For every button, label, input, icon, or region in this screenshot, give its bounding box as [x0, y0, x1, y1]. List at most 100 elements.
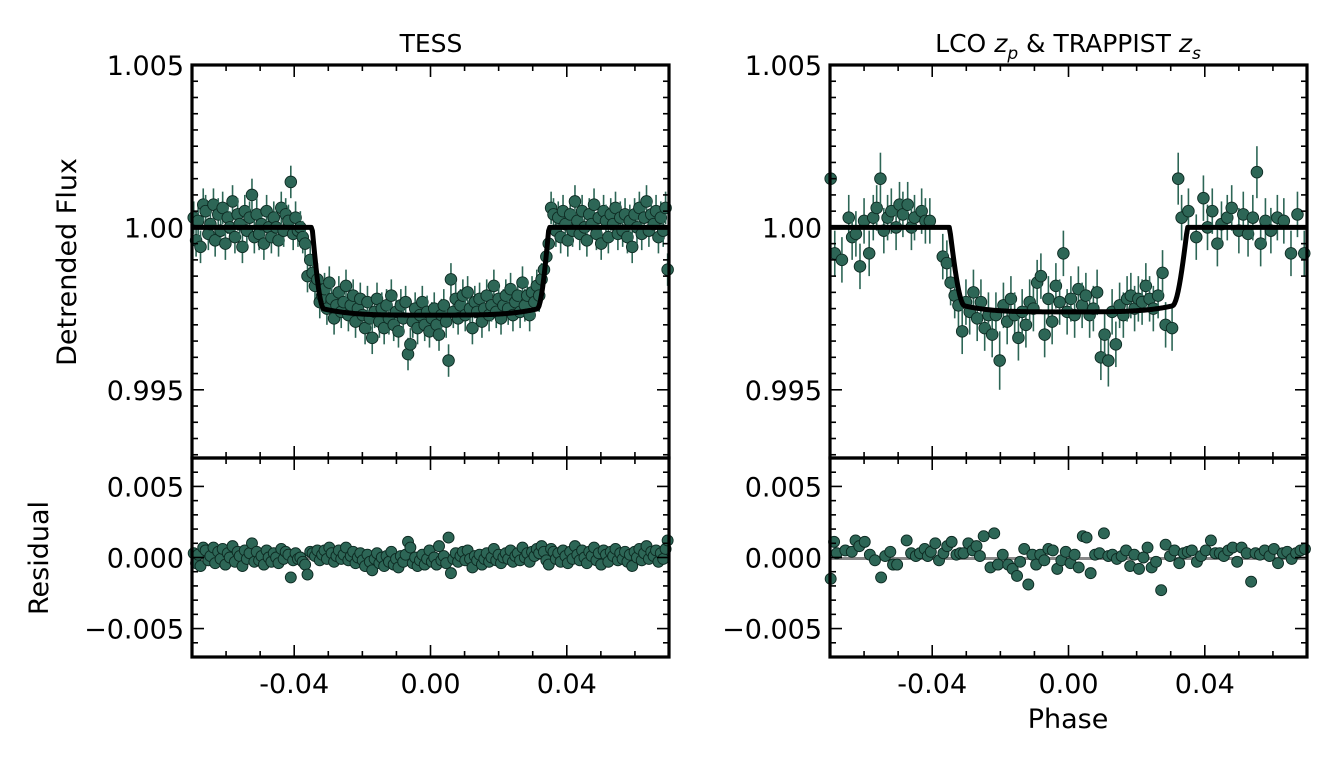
data-point — [835, 253, 849, 267]
flux-axis-label: Detrended Flux — [52, 158, 83, 366]
data-point — [444, 273, 458, 286]
lco-residual-marks — [824, 527, 1311, 597]
data-point — [657, 552, 670, 565]
data-point — [625, 240, 639, 254]
data-point — [1004, 292, 1018, 306]
data-point — [487, 279, 501, 293]
data-point — [1141, 541, 1154, 554]
data-point — [891, 558, 904, 571]
y-tick-label: 1.005 — [107, 51, 184, 82]
x-tick-label: 0.04 — [537, 669, 597, 700]
data-point — [884, 545, 897, 558]
data-point — [929, 537, 942, 550]
y-tick-label: 1.00 — [762, 213, 822, 244]
tess-panel-title: TESS — [399, 29, 463, 58]
residual-axis-label: Residual — [24, 501, 55, 615]
y-tick-label: 0.995 — [745, 376, 822, 407]
data-point — [1034, 269, 1048, 283]
data-point — [1150, 555, 1163, 568]
data-point — [284, 571, 297, 584]
tess-flux-panel: TESS 0.995 1.00 1.005 — [107, 29, 674, 460]
data-point — [432, 328, 446, 341]
data-point — [339, 279, 353, 293]
data-point — [284, 175, 298, 189]
x-tick-label: -0.04 — [259, 669, 329, 700]
data-point — [869, 554, 881, 567]
data-point — [404, 338, 417, 351]
data-point — [1018, 543, 1031, 555]
data-point — [640, 195, 653, 208]
data-point — [996, 548, 1009, 561]
data-point — [1072, 561, 1085, 574]
data-point — [992, 558, 1004, 571]
data-point — [433, 540, 445, 553]
tess-residual-panel: −0.005 0.000 0.005 -0.04 0.00 0.04 — [84, 456, 674, 700]
data-point — [1139, 279, 1153, 293]
data-point — [988, 527, 1001, 540]
y-tick-label: 1.005 — [745, 51, 822, 82]
data-point — [228, 230, 242, 244]
data-point — [404, 541, 417, 554]
data-point — [1246, 211, 1260, 224]
data-point — [1190, 230, 1203, 244]
lco-residual-frame — [828, 456, 1309, 659]
data-point — [1272, 557, 1284, 570]
data-point — [1250, 165, 1264, 179]
data-point — [967, 286, 980, 299]
data-point — [1102, 354, 1115, 367]
data-point — [973, 550, 986, 563]
data-point — [1133, 562, 1145, 575]
data-point — [1156, 266, 1169, 280]
data-point — [993, 354, 1006, 367]
data-point — [1155, 584, 1168, 597]
data-point — [862, 247, 876, 260]
data-point — [945, 535, 958, 548]
y-tick-label: 0.005 — [745, 472, 822, 503]
data-point — [1211, 237, 1224, 250]
data-point — [1206, 204, 1219, 218]
data-point — [1151, 289, 1165, 302]
transit-model-curve — [190, 224, 671, 318]
data-point — [568, 195, 582, 208]
data-point — [323, 276, 336, 289]
data-point — [299, 558, 312, 571]
data-point — [901, 198, 914, 211]
data-point — [392, 325, 405, 338]
data-point — [858, 535, 871, 548]
data-point — [442, 354, 455, 367]
data-point — [1245, 575, 1258, 588]
tess-residual-ytick-labels: −0.005 0.000 0.005 — [84, 472, 184, 645]
data-point — [977, 530, 990, 543]
data-point — [1012, 331, 1025, 345]
data-point — [236, 240, 249, 254]
data-point — [1225, 201, 1238, 215]
transit-model-curve — [828, 224, 1309, 315]
data-point — [1057, 247, 1070, 260]
lco-residual-ytick-labels: −0.005 0.000 0.005 — [722, 472, 822, 645]
x-tick-label: 0.00 — [400, 669, 460, 700]
data-point — [1046, 544, 1059, 557]
lco-transit-model — [828, 224, 1309, 315]
data-point — [870, 201, 883, 215]
data-point — [1014, 555, 1027, 568]
lco-xtick-labels: -0.04 0.00 0.04 — [897, 669, 1235, 700]
data-point — [461, 286, 474, 299]
x-tick-label: 0.00 — [1038, 669, 1098, 700]
x-tick-label: 0.04 — [1175, 669, 1235, 700]
data-point — [1171, 172, 1185, 185]
data-point — [444, 567, 457, 580]
data-point — [1173, 557, 1186, 570]
data-point — [1231, 555, 1244, 568]
lco-residual-panel: −0.005 0.000 0.005 -0.04 0.00 0.04 — [722, 456, 1311, 700]
data-point — [194, 240, 207, 254]
data-point — [1068, 548, 1081, 561]
tess-residual-frame — [190, 456, 671, 659]
data-point — [301, 568, 314, 581]
data-point — [985, 328, 999, 341]
tess-residual-marks — [187, 531, 674, 584]
phase-axis-label: Phase — [1028, 704, 1109, 735]
data-point — [1182, 204, 1195, 218]
data-point — [1022, 578, 1035, 591]
data-point — [875, 571, 888, 584]
